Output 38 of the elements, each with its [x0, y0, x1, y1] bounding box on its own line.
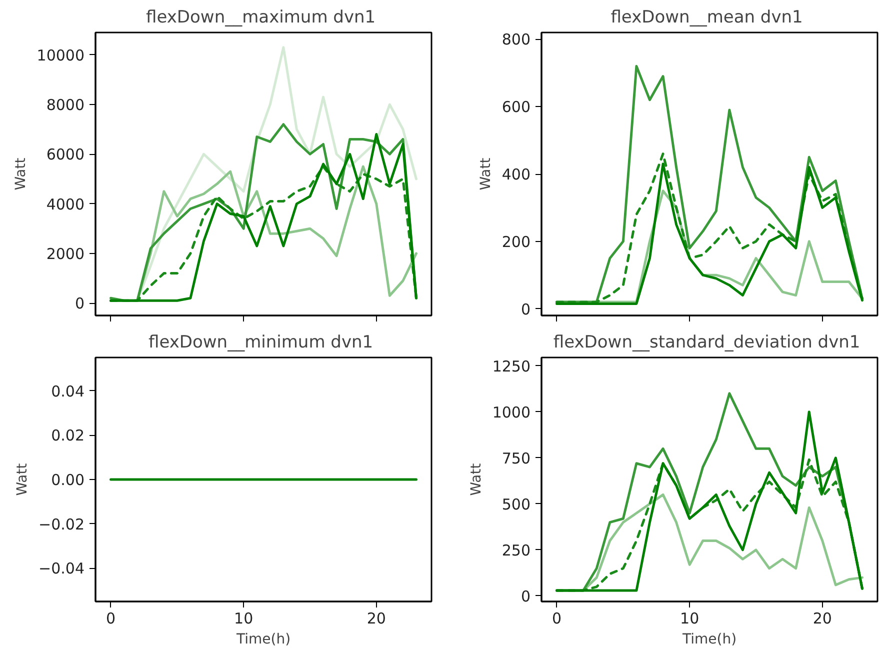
x-tick-label: 0	[106, 610, 116, 628]
y-tick-label: 0	[520, 587, 531, 606]
y-axis-title: Watt	[468, 462, 484, 496]
y-tick-label: 6000	[46, 146, 85, 164]
chart-title: flexDown__minimum dvn1	[148, 332, 374, 352]
y-tick-label: −0.04	[38, 560, 84, 578]
y-tick-label: 10000	[36, 46, 84, 64]
y-tick-label: 8000	[46, 96, 85, 114]
y-tick-label: 4000	[46, 195, 85, 214]
y-tick-label: 750	[502, 449, 531, 468]
x-tick-label: 20	[812, 610, 832, 628]
y-tick-label: 1250	[492, 357, 531, 376]
x-tick-label: 20	[366, 610, 386, 628]
y-axis-title: Watt	[12, 157, 29, 190]
y-axis-title: Watt	[478, 157, 494, 190]
y-tick-label: 800	[502, 30, 531, 49]
chart-title: flexDown__mean dvn1	[610, 8, 803, 28]
y-tick-label: 0.00	[51, 471, 85, 489]
x-tick-label: 10	[234, 610, 254, 628]
y-tick-label: 1000	[492, 403, 531, 422]
y-axis-title: Watt	[14, 462, 31, 496]
x-axis-title: Time(h)	[681, 632, 737, 648]
y-tick-label: 2000	[46, 244, 85, 263]
y-tick-label: 400	[502, 166, 531, 184]
y-tick-label: 0.02	[51, 426, 85, 445]
y-tick-label: 0	[74, 294, 85, 313]
x-tick-label: 10	[680, 610, 700, 628]
y-tick-label: 250	[502, 541, 531, 560]
x-axis-title: Time(h)	[235, 632, 291, 648]
y-tick-label: 0.04	[51, 382, 85, 400]
y-tick-label: −0.02	[38, 515, 84, 534]
y-tick-label: 200	[502, 232, 531, 251]
x-tick-label: 0	[552, 610, 562, 628]
y-tick-label: 500	[502, 495, 531, 514]
y-tick-label: 0	[520, 300, 531, 318]
y-tick-label: 600	[502, 98, 531, 116]
chart-title: flexDown__standard_deviation dvn1	[553, 332, 860, 352]
chart-title: flexDown__maximum dvn1	[146, 8, 376, 28]
